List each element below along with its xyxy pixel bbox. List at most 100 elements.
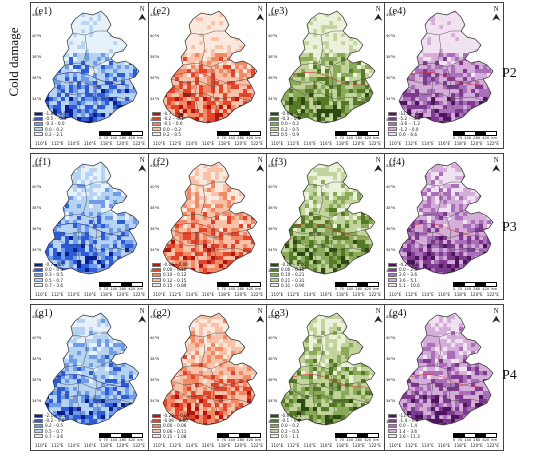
legend-item: 0.0 – 0.2: [34, 127, 66, 132]
x-tick: 114°E: [185, 292, 198, 297]
raster-cell: [57, 101, 62, 106]
raster-cell: [85, 121, 90, 123]
raster-cell: [399, 69, 404, 74]
raster-cell: [251, 180, 256, 185]
raster-cell: [69, 85, 74, 90]
raster-cell: [129, 93, 134, 98]
raster-cell: [289, 65, 294, 70]
raster-cell: [459, 168, 464, 173]
raster-cell: [353, 113, 358, 118]
raster-cell: [403, 180, 408, 185]
raster-cell: [93, 69, 98, 74]
raster-cell: [191, 260, 196, 265]
raster-cell: [121, 77, 126, 82]
raster-cell: [293, 105, 298, 110]
raster-cell: [85, 168, 90, 173]
raster-cell: [255, 53, 257, 58]
raster-cell: [73, 73, 78, 78]
raster-cell: [467, 41, 472, 46]
raster-cell: [281, 252, 286, 257]
raster-cell: [179, 228, 184, 233]
raster-cell: [113, 200, 118, 205]
raster-cell: [93, 264, 98, 269]
x-tick: 110°E: [271, 292, 284, 297]
raster-cell: [121, 73, 126, 78]
raster-cell: [117, 85, 122, 90]
raster-cell: [199, 252, 204, 257]
raster-cell: [97, 41, 102, 46]
legend-swatch: [34, 127, 43, 132]
legend-label: -0.1 – 0.0: [163, 121, 183, 127]
legend-item: -0.6 – -0.3: [270, 111, 302, 116]
raster-cell: [403, 37, 408, 42]
y-tick: 42°N: [386, 13, 396, 17]
province-border: [200, 34, 206, 64]
raster-cell: [109, 276, 113, 280]
raster-cell: [361, 41, 366, 46]
raster-cell: [49, 168, 54, 173]
raster-cell: [203, 113, 208, 118]
raster-cell: [483, 49, 488, 54]
raster-cell: [195, 85, 200, 90]
raster-cell: [281, 232, 286, 237]
raster-cell: [309, 252, 314, 257]
raster-cell: [105, 212, 110, 217]
raster-cell: [435, 65, 440, 70]
raster-cell: [407, 109, 412, 114]
raster-cell: [89, 236, 94, 241]
raster-cell: [349, 101, 354, 106]
raster-cell: [321, 109, 326, 114]
raster-cell: [125, 188, 130, 193]
raster-cell: [377, 240, 381, 244]
raster-cell: [207, 256, 212, 261]
raster-cell: [365, 180, 370, 185]
raster-cell: [97, 49, 102, 54]
raster-cell: [337, 53, 342, 58]
raster-cell: [281, 81, 286, 86]
raster-cell: [215, 192, 220, 197]
raster-cell: [301, 220, 306, 225]
raster-cell: [365, 21, 370, 26]
raster-cell: [113, 101, 118, 106]
raster-cell: [471, 162, 476, 165]
raster-cell: [357, 125, 361, 129]
raster-cell: [251, 252, 256, 257]
raster-cell: [399, 61, 404, 66]
raster-cell: [321, 272, 326, 274]
raster-cell: [179, 13, 184, 18]
raster-cell: [81, 236, 86, 241]
raster-cell: [121, 220, 126, 225]
raster-cell: [459, 81, 464, 86]
raster-cell: [141, 212, 145, 216]
raster-cell: [365, 93, 370, 98]
raster-cell: [475, 21, 480, 26]
raster-cell: [57, 192, 62, 197]
raster-cell: [97, 65, 102, 70]
raster-cell: [191, 69, 196, 74]
raster-cell: [137, 69, 139, 74]
raster-cell: [305, 97, 310, 102]
raster-cell: [333, 236, 338, 241]
raster-cell: [113, 244, 118, 249]
raster-cell: [259, 264, 263, 268]
raster-cell: [361, 29, 366, 34]
raster-cell: [69, 125, 73, 129]
raster-cell: [495, 89, 499, 93]
raster-cell: [235, 81, 240, 86]
raster-cell: [81, 11, 86, 14]
raster-cell: [57, 81, 62, 86]
raster-cell: [259, 49, 263, 53]
raster-cell: [259, 232, 263, 236]
raster-cell: [211, 53, 216, 58]
raster-cell: [443, 109, 448, 114]
raster-cell: [175, 57, 180, 62]
raster-cell: [365, 13, 370, 18]
raster-cell: [203, 196, 208, 201]
raster-cell: [101, 244, 106, 249]
raster-cell: [219, 196, 224, 201]
raster-cell: [203, 192, 208, 197]
raster-cell: [247, 224, 252, 229]
raster-cell: [317, 260, 322, 265]
raster-cell: [285, 65, 290, 70]
raster-cell: [495, 109, 499, 113]
